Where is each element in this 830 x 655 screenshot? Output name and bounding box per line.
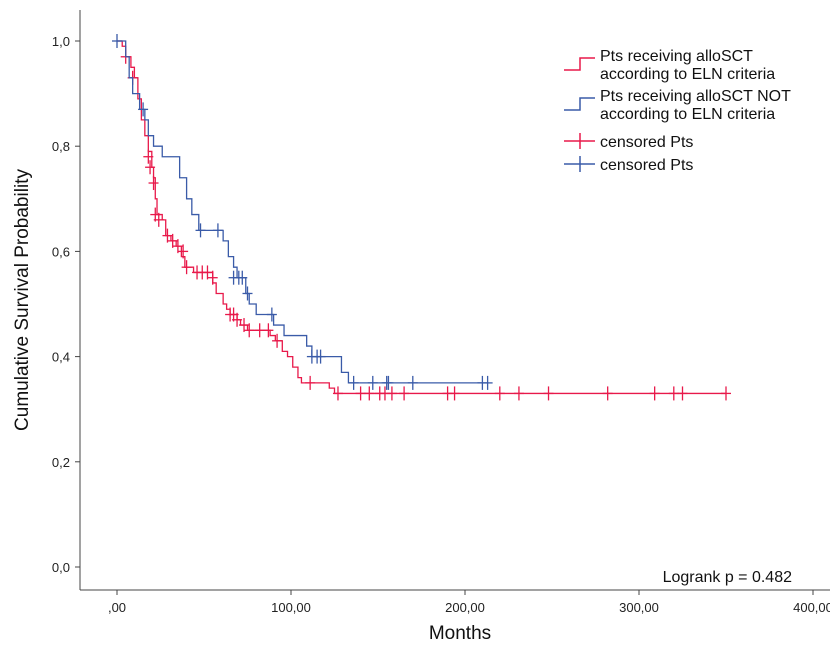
x-tick-label: 400,00 — [793, 600, 830, 615]
logrank-annotation: Logrank p = 0.482 — [663, 569, 793, 586]
legend: Pts receiving alloSCT according to ELN c… — [564, 48, 795, 174]
legend-label-not-eln: Pts receiving alloSCT NOT according to E… — [600, 88, 795, 123]
y-tick-label: 0,2 — [52, 455, 70, 470]
x-tick-label: ,00 — [108, 600, 126, 615]
x-tick-label: 300,00 — [619, 600, 659, 615]
legend-label-eln-line1: Pts receiving alloSCT — [600, 48, 753, 65]
legend-label-censored-red: censored Pts — [600, 134, 693, 151]
series-1 — [112, 34, 493, 390]
y-tick-label: 0,8 — [52, 139, 70, 154]
legend-label-not-eln-line1: Pts receiving alloSCT NOT — [600, 88, 791, 105]
legend-label-not-eln-line2: according to ELN criteria — [600, 106, 775, 123]
y-tick-label: 1,0 — [52, 34, 70, 49]
y-tick-label: 0,4 — [52, 350, 70, 365]
x-tick-label: 200,00 — [445, 600, 485, 615]
x-axis-title: Months — [429, 623, 491, 644]
series-0 — [117, 40, 731, 401]
series-layer — [112, 34, 731, 401]
legend-swatch-eln — [564, 57, 595, 71]
y-axis-title: Cumulative Survival Probability — [12, 169, 33, 431]
y-tick-label: 0,0 — [52, 560, 70, 575]
y-tick-label: 0,6 — [52, 244, 70, 259]
legend-label-censored-blue: censored Pts — [600, 157, 693, 174]
legend-label-eln-line2: according to ELN criteria — [600, 66, 775, 83]
series-1-step-line — [117, 40, 483, 384]
x-tick-label: 100,00 — [271, 600, 311, 615]
legend-swatch-not-eln — [564, 97, 595, 111]
x-tick-group: ,00 100,00 200,00 300,00 400,00 — [108, 590, 830, 615]
legend-label-eln: Pts receiving alloSCT according to ELN c… — [600, 48, 775, 83]
y-tick-group: 0,0 0,2 0,4 0,6 0,8 1,0 — [52, 34, 80, 575]
